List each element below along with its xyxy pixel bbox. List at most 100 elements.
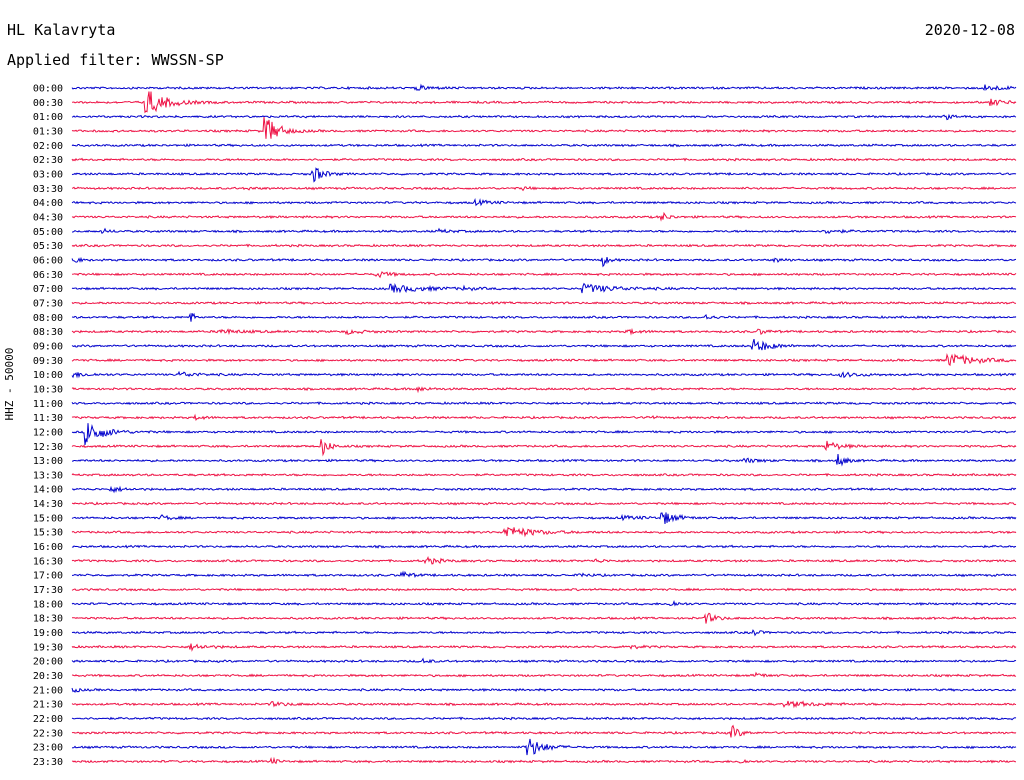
- trace-row-8: [71, 197, 1017, 207]
- row-time-label: 16:00: [33, 542, 63, 553]
- trace-row-46: [71, 738, 1017, 756]
- trace-row-42: [71, 687, 1017, 693]
- trace-row-45: [71, 724, 1017, 738]
- row-time-label: 21:30: [33, 700, 63, 711]
- row-time-label: 10:30: [33, 384, 63, 395]
- row-time-label: 21:00: [33, 685, 63, 696]
- trace-row-20: [71, 370, 1017, 379]
- row-time-label: 08:30: [33, 327, 63, 338]
- trace-row-34: [71, 570, 1017, 579]
- row-time-label: 11:30: [33, 413, 63, 424]
- row-time-label: 03:00: [33, 169, 63, 180]
- trace-row-47: [71, 756, 1016, 765]
- trace-row-10: [72, 227, 1017, 235]
- row-time-label: 20:30: [33, 671, 63, 682]
- trace-row-35: [71, 587, 1017, 592]
- trace-row-23: [71, 413, 1017, 422]
- row-time-label: 00:30: [33, 98, 63, 109]
- row-time-label: 05:00: [33, 227, 63, 238]
- trace-row-38: [71, 629, 1017, 637]
- trace-row-18: [71, 338, 1017, 351]
- row-time-label: 09:30: [33, 356, 63, 367]
- applied-filter: Applied filter: WWSSN-SP: [7, 51, 224, 69]
- row-time-label: 05:30: [33, 241, 63, 252]
- trace-row-14: [71, 282, 1017, 294]
- row-time-label: 12:30: [33, 442, 63, 453]
- row-time-label: 02:30: [33, 155, 63, 166]
- row-time-label: 08:00: [33, 313, 63, 324]
- trace-row-27: [71, 472, 1017, 477]
- trace-row-25: [71, 439, 1017, 457]
- trace-row-12: [71, 256, 1017, 268]
- row-time-label: 10:00: [33, 370, 63, 381]
- row-time-label: 23:00: [33, 743, 63, 754]
- trace-row-22: [71, 401, 1017, 406]
- row-time-label: 14:30: [33, 499, 63, 510]
- row-time-label: 06:30: [33, 270, 63, 281]
- trace-row-5: [71, 157, 1017, 162]
- row-time-label: 22:30: [33, 728, 63, 739]
- row-time-label: 01:00: [33, 112, 63, 123]
- trace-row-11: [71, 243, 1017, 248]
- trace-row-13: [71, 271, 1017, 279]
- row-time-label: 17:30: [33, 585, 63, 596]
- row-time-label: 07:00: [33, 284, 63, 295]
- trace-row-31: [71, 526, 1017, 538]
- row-time-label: 22:00: [33, 714, 63, 725]
- row-time-label: 04:30: [33, 212, 63, 223]
- row-time-label: 09:00: [33, 341, 63, 352]
- row-time-label: 00:00: [33, 84, 63, 95]
- row-time-label: 02:00: [33, 141, 63, 152]
- row-time-label: 03:30: [33, 184, 63, 195]
- trace-row-26: [71, 454, 1017, 467]
- trace-row-15: [71, 300, 1017, 306]
- trace-row-29: [71, 501, 1017, 506]
- trace-row-6: [71, 167, 1017, 183]
- trace-row-17: [71, 327, 1017, 336]
- row-time-label: 17:00: [33, 571, 63, 582]
- row-time-label: 23:30: [33, 757, 63, 768]
- trace-row-4: [71, 143, 1017, 148]
- trace-row-3: [71, 117, 1017, 139]
- trace-row-43: [71, 700, 1017, 709]
- trace-row-32: [71, 544, 1017, 549]
- trace-row-36: [71, 599, 1017, 607]
- trace-row-33: [71, 556, 1017, 565]
- trace-row-44: [71, 716, 1017, 721]
- trace-row-30: [71, 512, 1017, 525]
- trace-row-0: [71, 83, 1017, 92]
- row-time-label: 13:00: [33, 456, 63, 467]
- row-time-label: 18:00: [33, 599, 63, 610]
- row-time-label: 20:00: [33, 657, 63, 668]
- row-time-label: 16:30: [33, 556, 63, 567]
- row-time-label: 11:00: [33, 399, 63, 410]
- trace-row-16: [71, 312, 1017, 322]
- trace-row-28: [71, 485, 1017, 494]
- trace-row-9: [71, 211, 1017, 222]
- trace-row-39: [71, 643, 1017, 652]
- row-time-label: 04:00: [33, 198, 63, 209]
- row-time-label: 14:00: [33, 485, 63, 496]
- trace-row-7: [71, 185, 1017, 192]
- row-time-label: 15:30: [33, 528, 63, 539]
- trace-row-1: [71, 91, 1017, 114]
- row-time-label: 01:30: [33, 126, 63, 137]
- trace-row-41: [71, 671, 1017, 678]
- station-name: HL Kalavryta: [7, 21, 116, 39]
- trace-row-2: [71, 113, 1017, 121]
- trace-row-24: [71, 423, 1017, 446]
- row-time-label: 19:00: [33, 628, 63, 639]
- trace-row-40: [71, 657, 1017, 664]
- trace-row-21: [71, 386, 1017, 394]
- row-time-label: 06:00: [33, 255, 63, 266]
- trace-row-19: [71, 353, 1017, 367]
- row-time-label: 12:00: [33, 427, 63, 438]
- trace-row-37: [71, 612, 1017, 624]
- row-time-label: 13:30: [33, 470, 63, 481]
- row-time-label: 15:00: [33, 513, 63, 524]
- row-time-label: 18:30: [33, 614, 63, 625]
- row-time-label: 07:30: [33, 298, 63, 309]
- row-time-label: 19:30: [33, 642, 63, 653]
- plot-date: 2020-12-08: [924, 21, 1015, 39]
